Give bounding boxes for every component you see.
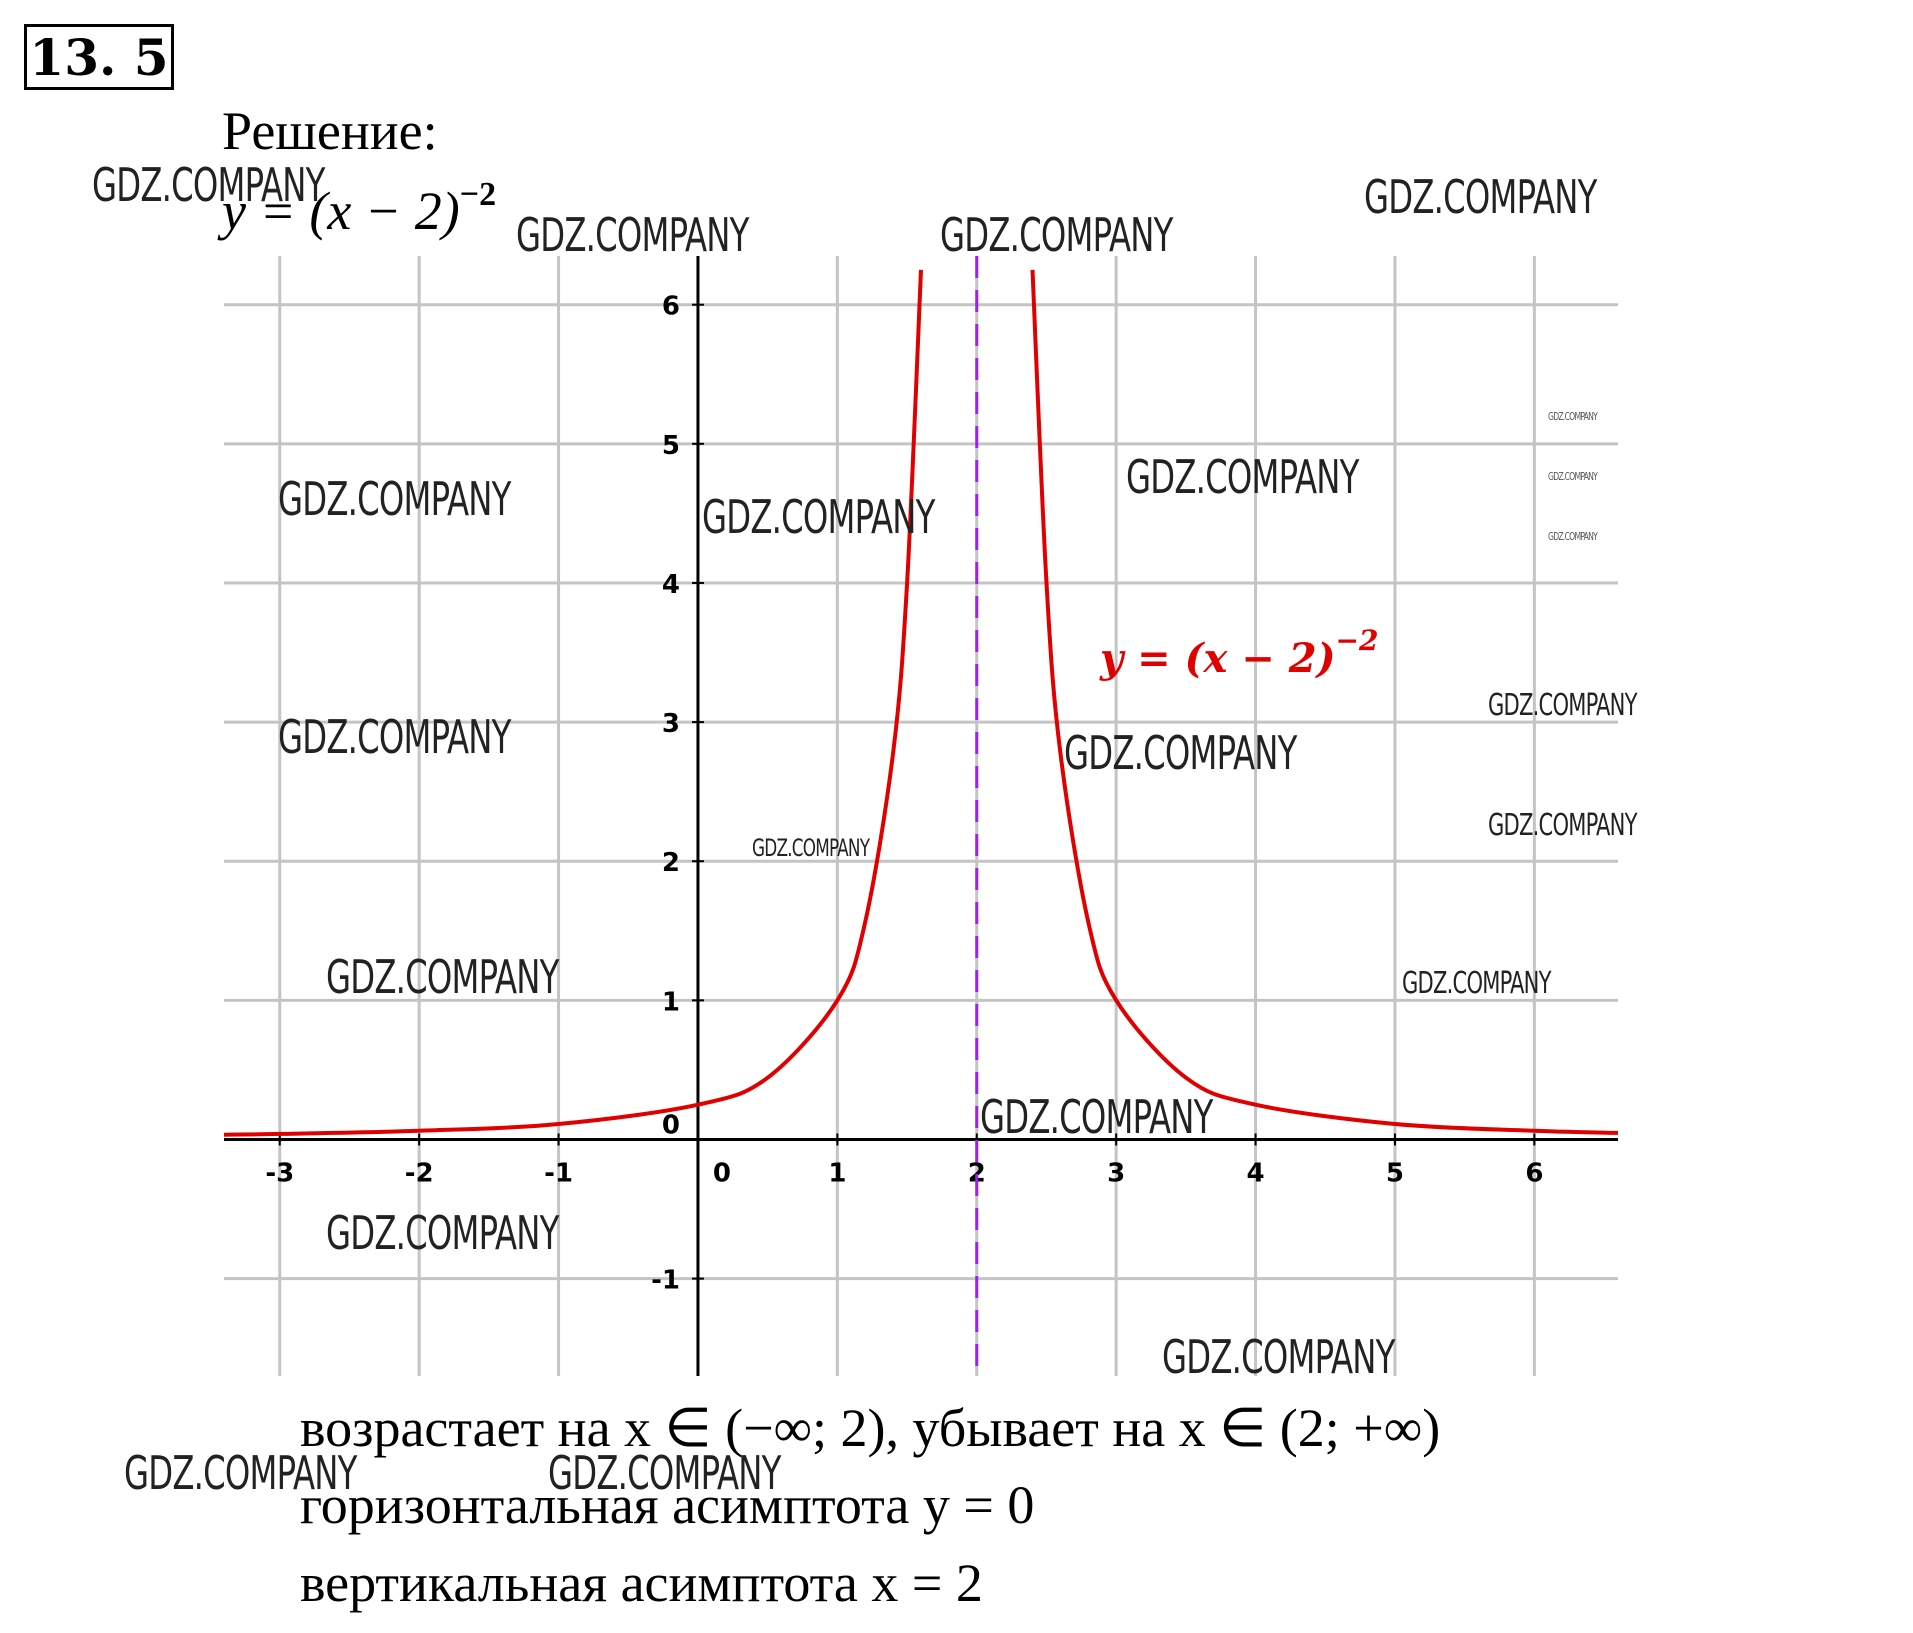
x-tick-label: -2 <box>405 1158 434 1188</box>
x-tick-label: -3 <box>265 1158 294 1188</box>
watermark: GDZ.COMPANY <box>1488 808 1637 843</box>
watermark: GDZ.COMPANY <box>1364 170 1597 224</box>
y-tick-label: 3 <box>662 709 680 739</box>
watermark: GDZ.COMPANY <box>940 208 1173 262</box>
watermark: GDZ.COMPANY <box>752 834 870 862</box>
y-tick-label: 0 <box>662 1110 680 1140</box>
watermark: GDZ.COMPANY <box>326 950 559 1004</box>
watermark: GDZ.COMPANY <box>1064 726 1297 780</box>
x-tick-label: 4 <box>1247 1158 1265 1188</box>
x-tick-label: 1 <box>828 1158 846 1188</box>
watermark: GDZ.COMPANY <box>326 1206 559 1260</box>
watermark: GDZ.COMPANY <box>1402 966 1551 1001</box>
y-tick-label: 1 <box>662 987 680 1017</box>
watermark: GDZ.COMPANY <box>980 1090 1213 1144</box>
watermark: GDZ.COMPANY <box>1488 688 1637 723</box>
y-tick-label: 2 <box>662 848 680 878</box>
x-tick-label: 5 <box>1386 1158 1404 1188</box>
watermark: GDZ.COMPANY <box>548 1446 781 1500</box>
y-tick-label: 6 <box>662 292 680 322</box>
curve <box>223 269 1619 1137</box>
x-tick-label: 6 <box>1525 1158 1543 1188</box>
curve-label: y = (x − 2)−2 <box>1099 624 1378 682</box>
axes <box>224 256 1618 1376</box>
conclusion-monotonicity: возрастает на x ∈ (−∞; 2), убывает на x … <box>300 1398 1441 1458</box>
x-tick-label: 3 <box>1107 1158 1125 1188</box>
watermark: GDZ.COMPANY <box>1126 450 1359 504</box>
watermark: GDZ.COMPANY <box>1548 530 1598 543</box>
formula-exponent: −2 <box>459 176 497 213</box>
watermark: GDZ.COMPANY <box>516 208 749 262</box>
formula-main: y = (x − 2) <box>222 181 460 241</box>
curve-right-branch <box>1030 269 1619 1135</box>
conclusion-vertical-asymptote: вертикальная асимптота x = 2 <box>300 1553 983 1613</box>
y-tick-label: 4 <box>662 570 680 600</box>
watermark: GDZ.COMPANY <box>278 472 511 526</box>
problem-number: 13. 5 <box>24 24 174 90</box>
solution-label: Решение: <box>222 101 438 161</box>
watermark: GDZ.COMPANY <box>124 1446 357 1500</box>
tick-labels: -3 -2 -1 0 1 2 3 4 5 6 -1 0 1 2 3 4 5 6 <box>265 292 1543 1296</box>
watermark: GDZ.COMPANY <box>1162 1330 1395 1384</box>
watermark: GDZ.COMPANY <box>702 490 935 544</box>
conclusion-horizontal-asymptote: горизонтальная асимптота y = 0 <box>300 1475 1035 1535</box>
x-tick-label: 0 <box>713 1158 731 1188</box>
y-tick-label: 5 <box>662 431 680 461</box>
watermark: GDZ.COMPANY <box>92 158 325 212</box>
curve-label-exp: −2 <box>1336 624 1379 657</box>
watermark: GDZ.COMPANY <box>278 710 511 764</box>
x-tick-label: -1 <box>544 1158 573 1188</box>
watermark: GDZ.COMPANY <box>1548 410 1598 423</box>
x-tick-label: 2 <box>968 1158 986 1188</box>
watermark: GDZ.COMPANY <box>1548 470 1598 483</box>
curve-left-branch <box>223 269 923 1137</box>
function-formula: y = (x − 2)−2 <box>222 176 496 242</box>
y-tick-label: -1 <box>651 1266 680 1296</box>
curve-label-main: y = (x − 2) <box>1099 635 1336 682</box>
